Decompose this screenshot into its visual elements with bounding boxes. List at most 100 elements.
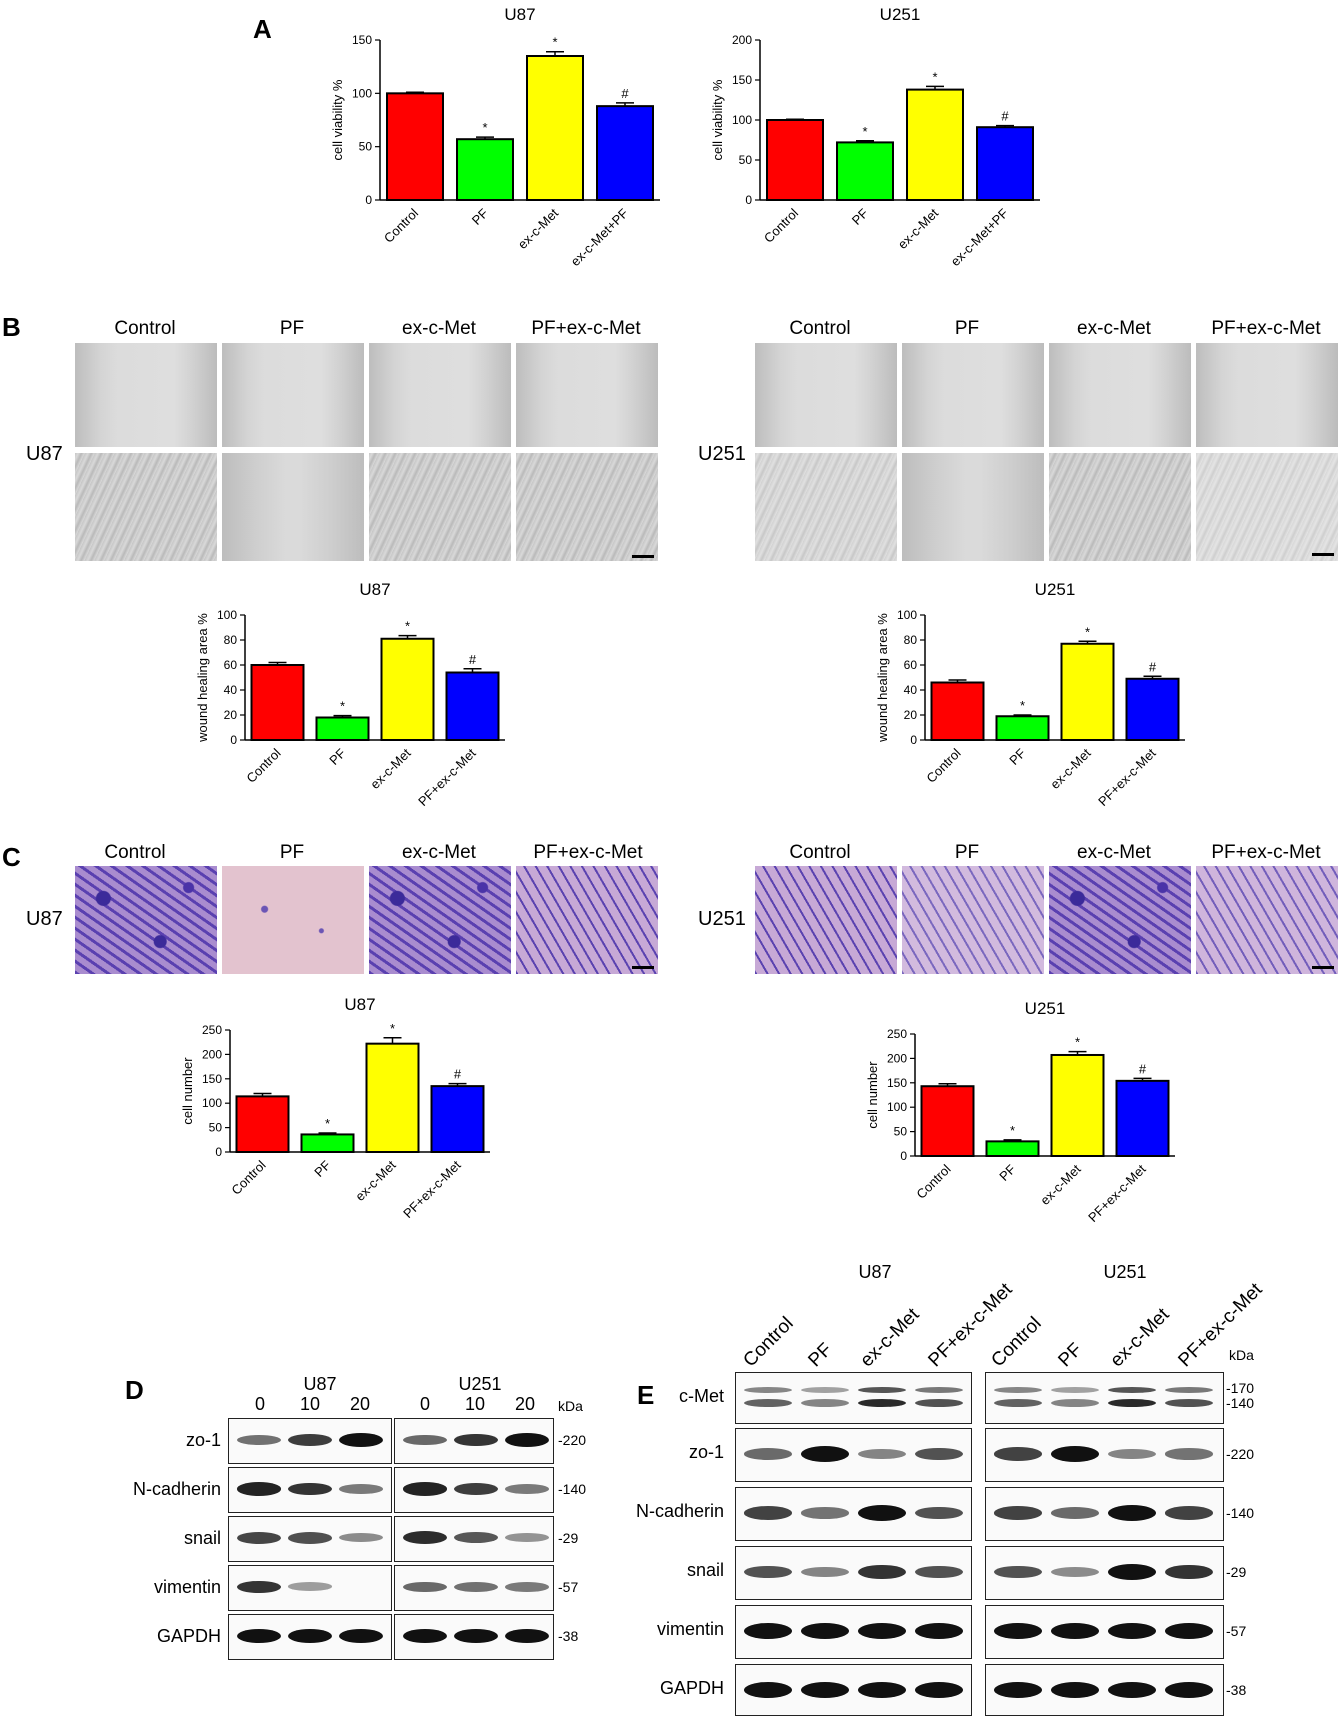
significance-mark: * [862,124,867,139]
western-blot-band [288,1582,332,1591]
y-tick-label: 200 [732,33,752,47]
western-blot-band [505,1433,549,1447]
western-blot-band [744,1506,792,1520]
western-blot-band [1108,1387,1156,1393]
western-blot-band [744,1682,792,1698]
y-tick-label: 100 [217,608,237,622]
western-blot-band [1108,1564,1156,1580]
western-blot-band [801,1682,849,1698]
western-blot-band [288,1433,332,1446]
bar [235,1095,290,1153]
bar [456,138,514,201]
x-tick-label: PF+ex-c-Met [1095,745,1159,809]
western-blot-band [288,1629,332,1643]
panel-label-c: C [2,842,21,872]
chart-a-u87: U87 0 50 100 150 cell viability % Control * PF * e… [330,5,660,269]
blot-strip [735,1664,972,1716]
y-tick-label: 100 [732,113,752,127]
western-blot-band [454,1581,498,1592]
bar [430,1085,485,1153]
y-axis-label: cell viability % [330,79,345,160]
western-blot-band [339,1483,383,1494]
bar [380,637,435,741]
protein-label: snail [183,1528,221,1548]
bar [1060,642,1115,741]
blot-strip [985,1664,1224,1716]
x-tick-label: ex-c-Met [352,1157,399,1204]
western-blot-band [454,1482,498,1495]
chart-title: U87 [344,995,375,1014]
significance-mark: * [325,1116,330,1131]
y-tick-label: 250 [887,1027,907,1041]
significance-mark: * [1085,624,1090,639]
western-blot-band [237,1434,281,1445]
western-blot-band [1108,1682,1156,1698]
y-axis-label: cell viability % [710,79,725,160]
transwell-image [222,866,364,974]
protein-label: GAPDH [659,1678,724,1698]
western-blot-band [288,1532,332,1544]
panel-c-col-label: Control [104,842,166,863]
western-blot-band [403,1581,447,1592]
chart-c-u87: U87 0 50 100 150 200 250 cell number Control * PF *… [180,995,490,1221]
blot-strip [228,1516,392,1562]
western-blot-band [915,1399,963,1407]
kda-marker: -57 [1226,1623,1247,1639]
y-tick-label: 50 [359,140,373,154]
significance-mark: * [340,699,345,714]
western-blot-band [994,1682,1042,1698]
western-blot-band [994,1447,1042,1461]
lane-label: Control [987,1313,1046,1372]
blot-strip [228,1565,392,1611]
panel-d-group-title: U87 [303,1374,337,1394]
western-blot-band [915,1565,963,1579]
kda-marker: -220 [558,1432,587,1448]
x-tick-label: Control [228,1157,268,1197]
transwell-image [75,866,217,974]
kda-marker: -38 [558,1628,579,1644]
western-blot-band [1165,1448,1213,1460]
protein-label: snail [686,1560,724,1580]
microscopy-image [1049,343,1191,447]
bar [1050,1053,1105,1157]
x-tick-label: Control [923,745,963,785]
y-tick-label: 0 [745,193,752,207]
bar [766,119,824,201]
western-blot-band [505,1629,549,1643]
transwell-image [755,866,897,974]
western-blot-band [801,1446,849,1462]
panel-b-col-label: PF [279,318,305,339]
significance-mark: * [1010,1123,1015,1138]
chart-b-u251: U251 0 20 40 60 80 100 wound healing area % Cont… [875,580,1185,809]
bar [920,1085,975,1157]
western-blot-band [505,1533,549,1542]
blot-strip [394,1565,554,1611]
western-blot-band [915,1387,963,1393]
western-blot-band [1165,1506,1213,1520]
western-blot-band [858,1387,906,1393]
kda-marker: -140 [1226,1505,1255,1521]
x-tick-label: Control [761,205,801,245]
microscopy-image [902,453,1044,561]
bar [906,88,964,201]
western-blot-band [1108,1448,1156,1460]
chart-title: U87 [359,580,390,599]
y-tick-label: 0 [230,733,237,747]
western-blot-band [858,1448,906,1460]
y-tick-label: 200 [202,1047,222,1061]
y-tick-label: 50 [739,153,753,167]
y-tick-label: 50 [209,1121,223,1135]
y-axis-label: wound healing area % [875,613,890,743]
panel-d-group-title: U251 [458,1374,502,1394]
kda-marker: -140 [1226,1395,1255,1411]
microscopy-image [222,453,364,561]
microscopy-image [1196,343,1338,447]
significance-mark: # [1149,659,1157,674]
microscopy-image [222,343,364,447]
western-blot-band [858,1564,906,1580]
x-tick-label: PF [996,1161,1018,1183]
blot-strip [394,1516,554,1562]
chart-title: U251 [880,5,921,24]
y-tick-label: 100 [897,608,917,622]
western-blot-band [288,1482,332,1496]
